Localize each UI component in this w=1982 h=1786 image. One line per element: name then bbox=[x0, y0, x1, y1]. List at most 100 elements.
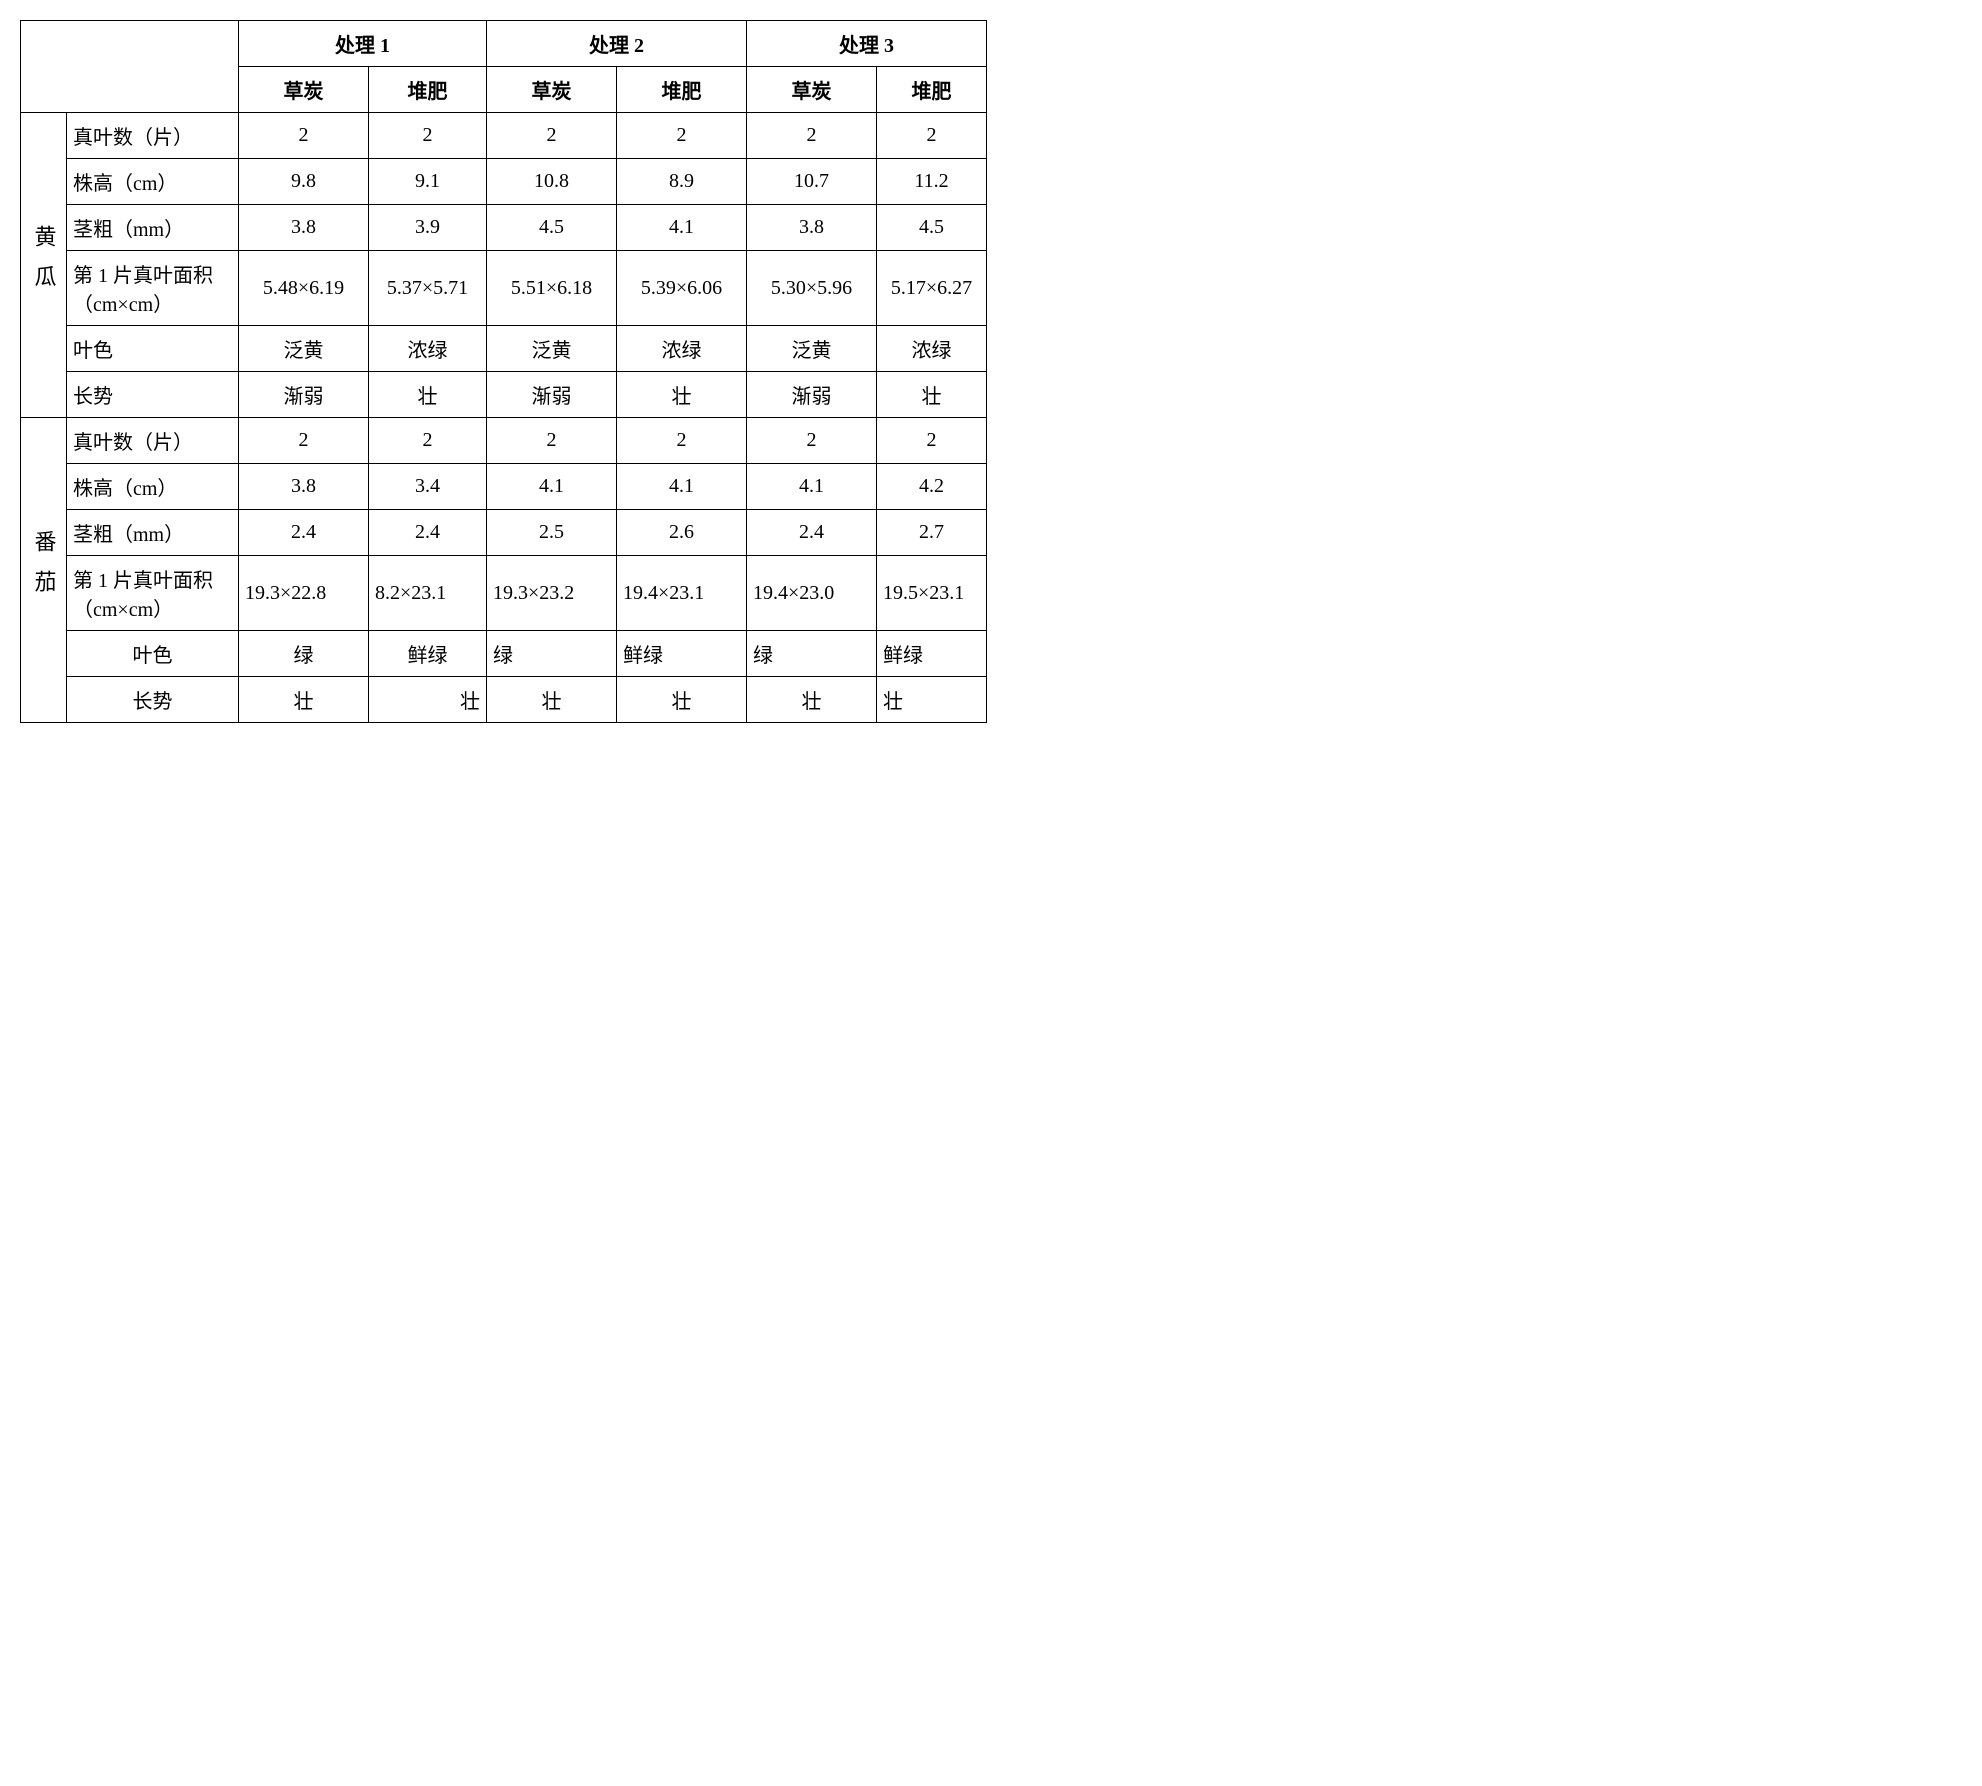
data-cell: 浓绿 bbox=[369, 326, 487, 372]
data-cell: 4.2 bbox=[877, 464, 987, 510]
data-cell: 2 bbox=[239, 418, 369, 464]
data-cell: 4.1 bbox=[487, 464, 617, 510]
data-cell: 19.5×23.1 bbox=[877, 556, 987, 631]
data-cell: 鲜绿 bbox=[877, 631, 987, 677]
table-row: 茎粗（mm）3.83.94.54.13.84.5 bbox=[21, 205, 987, 251]
table-row: 第 1 片真叶面积（cm×cm）5.48×6.195.37×5.715.51×6… bbox=[21, 251, 987, 326]
data-cell: 5.17×6.27 bbox=[877, 251, 987, 326]
data-cell: 2.7 bbox=[877, 510, 987, 556]
data-cell: 鲜绿 bbox=[617, 631, 747, 677]
data-cell: 4.1 bbox=[747, 464, 877, 510]
data-cell: 19.3×23.2 bbox=[487, 556, 617, 631]
metric-label: 茎粗（mm） bbox=[67, 510, 239, 556]
data-cell: 壮 bbox=[487, 677, 617, 723]
data-cell: 9.1 bbox=[369, 159, 487, 205]
data-cell: 4.1 bbox=[617, 464, 747, 510]
data-cell: 绿 bbox=[487, 631, 617, 677]
data-cell: 泛黄 bbox=[747, 326, 877, 372]
data-cell: 2 bbox=[617, 418, 747, 464]
data-cell: 4.5 bbox=[487, 205, 617, 251]
table-row: 黄瓜真叶数（片）222222 bbox=[21, 113, 987, 159]
data-cell: 2 bbox=[877, 113, 987, 159]
data-cell: 2.4 bbox=[747, 510, 877, 556]
data-cell: 8.9 bbox=[617, 159, 747, 205]
subcol-0: 草炭 bbox=[239, 67, 369, 113]
table-row: 第 1 片真叶面积（cm×cm）19.3×22.88.2×23.119.3×23… bbox=[21, 556, 987, 631]
data-cell: 壮 bbox=[369, 677, 487, 723]
metric-label: 叶色 bbox=[67, 326, 239, 372]
data-cell: 渐弱 bbox=[487, 372, 617, 418]
data-cell: 2 bbox=[617, 113, 747, 159]
metric-label: 真叶数（片） bbox=[67, 418, 239, 464]
data-cell: 19.4×23.0 bbox=[747, 556, 877, 631]
data-cell: 2.5 bbox=[487, 510, 617, 556]
data-cell: 11.2 bbox=[877, 159, 987, 205]
data-cell: 壮 bbox=[239, 677, 369, 723]
data-cell: 5.30×5.96 bbox=[747, 251, 877, 326]
metric-label: 长势 bbox=[67, 677, 239, 723]
data-cell: 5.51×6.18 bbox=[487, 251, 617, 326]
data-cell: 2 bbox=[747, 113, 877, 159]
data-cell: 渐弱 bbox=[747, 372, 877, 418]
metric-label: 株高（cm） bbox=[67, 159, 239, 205]
data-cell: 2 bbox=[369, 418, 487, 464]
data-cell: 壮 bbox=[877, 677, 987, 723]
data-cell: 壮 bbox=[747, 677, 877, 723]
data-cell: 壮 bbox=[617, 372, 747, 418]
metric-label: 长势 bbox=[67, 372, 239, 418]
data-cell: 5.48×6.19 bbox=[239, 251, 369, 326]
table-body: 黄瓜真叶数（片）222222株高（cm）9.89.110.88.910.711.… bbox=[21, 113, 987, 723]
data-cell: 壮 bbox=[369, 372, 487, 418]
data-cell: 绿 bbox=[239, 631, 369, 677]
data-cell: 浓绿 bbox=[877, 326, 987, 372]
group-label: 番茄 bbox=[21, 418, 67, 723]
subcol-4: 草炭 bbox=[747, 67, 877, 113]
metric-label: 第 1 片真叶面积（cm×cm） bbox=[67, 556, 239, 631]
data-cell: 壮 bbox=[617, 677, 747, 723]
table-row: 长势壮壮壮壮壮壮 bbox=[21, 677, 987, 723]
data-cell: 2 bbox=[239, 113, 369, 159]
data-cell: 4.5 bbox=[877, 205, 987, 251]
subcol-3: 堆肥 bbox=[617, 67, 747, 113]
data-cell: 3.8 bbox=[239, 464, 369, 510]
data-cell: 2 bbox=[877, 418, 987, 464]
data-cell: 19.3×22.8 bbox=[239, 556, 369, 631]
group-label: 黄瓜 bbox=[21, 113, 67, 418]
data-cell: 2 bbox=[487, 418, 617, 464]
table-row: 株高（cm）3.83.44.14.14.14.2 bbox=[21, 464, 987, 510]
experiment-table: 处理 1 处理 2 处理 3 草炭 堆肥 草炭 堆肥 草炭 堆肥 黄瓜真叶数（片… bbox=[20, 20, 987, 723]
header-row-1: 处理 1 处理 2 处理 3 bbox=[21, 21, 987, 67]
table-row: 长势渐弱壮渐弱壮渐弱壮 bbox=[21, 372, 987, 418]
data-cell: 19.4×23.1 bbox=[617, 556, 747, 631]
metric-label: 第 1 片真叶面积（cm×cm） bbox=[67, 251, 239, 326]
treatment-3-header: 处理 3 bbox=[747, 21, 987, 67]
data-cell: 10.7 bbox=[747, 159, 877, 205]
header-blank bbox=[21, 21, 239, 113]
subcol-5: 堆肥 bbox=[877, 67, 987, 113]
table-header: 处理 1 处理 2 处理 3 草炭 堆肥 草炭 堆肥 草炭 堆肥 bbox=[21, 21, 987, 113]
metric-label: 叶色 bbox=[67, 631, 239, 677]
data-cell: 鲜绿 bbox=[369, 631, 487, 677]
data-cell: 壮 bbox=[877, 372, 987, 418]
data-cell: 2.4 bbox=[369, 510, 487, 556]
data-cell: 5.39×6.06 bbox=[617, 251, 747, 326]
data-cell: 10.8 bbox=[487, 159, 617, 205]
subcol-1: 堆肥 bbox=[369, 67, 487, 113]
data-cell: 3.4 bbox=[369, 464, 487, 510]
metric-label: 株高（cm） bbox=[67, 464, 239, 510]
subcol-2: 草炭 bbox=[487, 67, 617, 113]
data-cell: 2 bbox=[487, 113, 617, 159]
data-cell: 8.2×23.1 bbox=[369, 556, 487, 631]
table-row: 番茄真叶数（片）222222 bbox=[21, 418, 987, 464]
data-cell: 3.9 bbox=[369, 205, 487, 251]
data-cell: 5.37×5.71 bbox=[369, 251, 487, 326]
data-cell: 2 bbox=[747, 418, 877, 464]
table-row: 株高（cm）9.89.110.88.910.711.2 bbox=[21, 159, 987, 205]
data-cell: 2 bbox=[369, 113, 487, 159]
table-row: 叶色绿鲜绿绿鲜绿绿鲜绿 bbox=[21, 631, 987, 677]
data-cell: 4.1 bbox=[617, 205, 747, 251]
data-cell: 浓绿 bbox=[617, 326, 747, 372]
data-cell: 泛黄 bbox=[487, 326, 617, 372]
data-cell: 2.6 bbox=[617, 510, 747, 556]
metric-label: 茎粗（mm） bbox=[67, 205, 239, 251]
